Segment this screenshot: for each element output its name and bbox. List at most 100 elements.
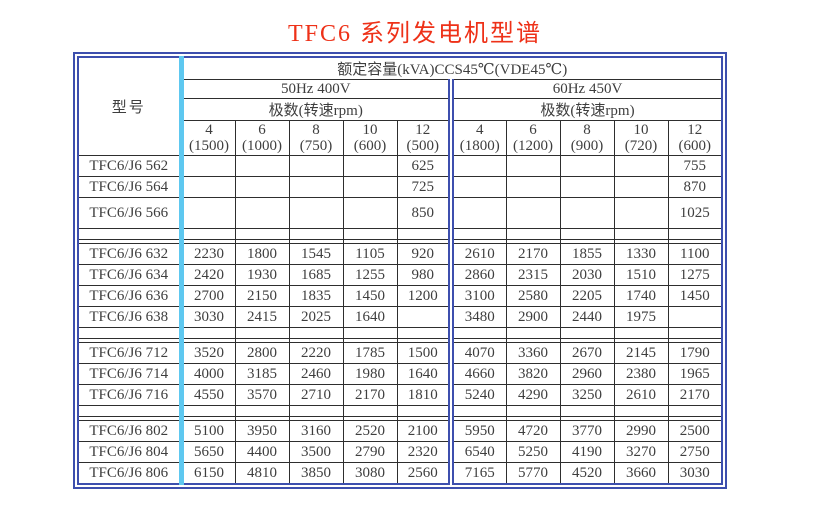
value-cell: 1640	[342, 306, 398, 328]
value-cell: 2315	[505, 264, 561, 286]
value-cell	[342, 228, 398, 240]
value-cell	[342, 327, 398, 339]
value-cell: 625	[396, 155, 452, 177]
model-cell	[77, 327, 182, 339]
value-cell: 4000	[178, 363, 236, 385]
value-cell: 2710	[288, 384, 344, 406]
pole-rpm: (750)	[299, 138, 333, 154]
generator-spec-table: 型号 额定容量(kVA)CCS45℃(VDE45℃) 50Hz 400V 60H…	[77, 56, 724, 485]
value-cell: 1980	[342, 363, 398, 385]
value-cell	[288, 405, 344, 417]
value-cell	[505, 176, 561, 198]
value-cell: 4720	[505, 420, 561, 442]
value-cell: 2990	[613, 420, 669, 442]
value-cell	[559, 405, 615, 417]
model-cell	[77, 405, 182, 417]
model-column-header: 型号	[77, 56, 182, 156]
value-cell: 2420	[178, 264, 236, 286]
value-cell: 2610	[448, 243, 507, 265]
value-cell: 1640	[396, 363, 452, 385]
value-cell: 3480	[448, 306, 507, 328]
value-cell	[613, 155, 669, 177]
value-cell	[667, 228, 723, 240]
pole-header-cell: 12 (500)	[396, 120, 452, 156]
value-cell: 2700	[178, 285, 236, 307]
value-cell	[288, 176, 344, 198]
model-cell	[77, 228, 182, 240]
pole-rpm: (600)	[678, 138, 712, 154]
value-cell	[505, 327, 561, 339]
value-cell	[448, 155, 507, 177]
value-cell: 1100	[667, 243, 723, 265]
model-cell: TFC6/J6 562	[77, 155, 182, 177]
value-cell	[559, 228, 615, 240]
pole-rpm: (1500)	[189, 138, 229, 154]
pole-rpm: (1800)	[459, 138, 500, 154]
value-cell: 2100	[396, 420, 452, 442]
model-cell: TFC6/J6 712	[77, 342, 182, 364]
pole-count: 12	[687, 122, 703, 138]
table-frame: 型号 额定容量(kVA)CCS45℃(VDE45℃) 50Hz 400V 60H…	[73, 52, 728, 489]
value-cell: 5240	[448, 384, 507, 406]
value-cell: 3950	[234, 420, 290, 442]
value-cell: 3185	[234, 363, 290, 385]
value-cell: 1790	[667, 342, 723, 364]
blank-separator-row	[77, 405, 723, 417]
table-row: TFC6/J6 636 2700 2150 1835 1450 1200 3100 2580 2…	[77, 285, 723, 307]
pole-header-cell: 8 (900)	[559, 120, 615, 156]
value-cell: 1855	[559, 243, 615, 265]
blank-separator-row	[77, 327, 723, 339]
poles-label-50hz: 极数(转速rpm)	[178, 98, 452, 121]
model-cell: TFC6/J6 714	[77, 363, 182, 385]
value-cell	[505, 155, 561, 177]
value-cell: 1025	[667, 197, 723, 229]
value-cell: 4550	[178, 384, 236, 406]
value-cell	[396, 228, 452, 240]
value-cell: 2025	[288, 306, 344, 328]
value-cell: 3100	[448, 285, 507, 307]
table-row: TFC6/J6 634 2420 1930 1685 1255 980 2860 2315 20…	[77, 264, 723, 286]
value-cell: 1545	[288, 243, 344, 265]
value-cell	[667, 327, 723, 339]
value-cell	[288, 155, 344, 177]
poles-label-60hz: 极数(转速rpm)	[447, 98, 723, 121]
value-cell: 3500	[288, 441, 344, 463]
value-cell	[178, 197, 236, 229]
value-cell: 5770	[505, 462, 561, 485]
table-row: TFC6/J6 714 4000 3185 2460 1980 1640 4660 3820 2…	[77, 363, 723, 385]
blank-separator-row	[77, 228, 723, 240]
table-row: TFC6/J6 712 3520 2800 2220 1785 1500 4070 3360 2…	[77, 342, 723, 364]
value-cell: 1105	[342, 243, 398, 265]
value-cell: 3160	[288, 420, 344, 442]
value-cell: 2440	[559, 306, 615, 328]
model-cell: TFC6/J6 638	[77, 306, 182, 328]
pole-count: 8	[312, 122, 320, 138]
pole-count: 10	[362, 122, 378, 138]
value-cell	[396, 327, 452, 339]
value-cell: 2860	[448, 264, 507, 286]
value-cell: 4290	[505, 384, 561, 406]
value-cell: 980	[396, 264, 452, 286]
value-cell	[559, 327, 615, 339]
model-cell: TFC6/J6 632	[77, 243, 182, 265]
value-cell: 1330	[613, 243, 669, 265]
value-cell: 2670	[559, 342, 615, 364]
value-cell: 3250	[559, 384, 615, 406]
value-cell: 1500	[396, 342, 452, 364]
value-cell	[667, 306, 723, 328]
value-cell: 1275	[667, 264, 723, 286]
value-cell	[178, 405, 236, 417]
value-cell: 1450	[342, 285, 398, 307]
value-cell: 3570	[234, 384, 290, 406]
value-cell: 2790	[342, 441, 398, 463]
value-cell	[342, 155, 398, 177]
value-cell: 4520	[559, 462, 615, 485]
value-cell	[234, 405, 290, 417]
table-row: TFC6/J6 802 5100 3950 3160 2520 2100 5950 4720 3…	[77, 420, 723, 442]
model-cell: TFC6/J6 806	[77, 462, 182, 485]
value-cell	[288, 327, 344, 339]
value-cell: 3660	[613, 462, 669, 485]
value-cell	[234, 176, 290, 198]
value-cell: 2230	[178, 243, 236, 265]
value-cell	[448, 176, 507, 198]
